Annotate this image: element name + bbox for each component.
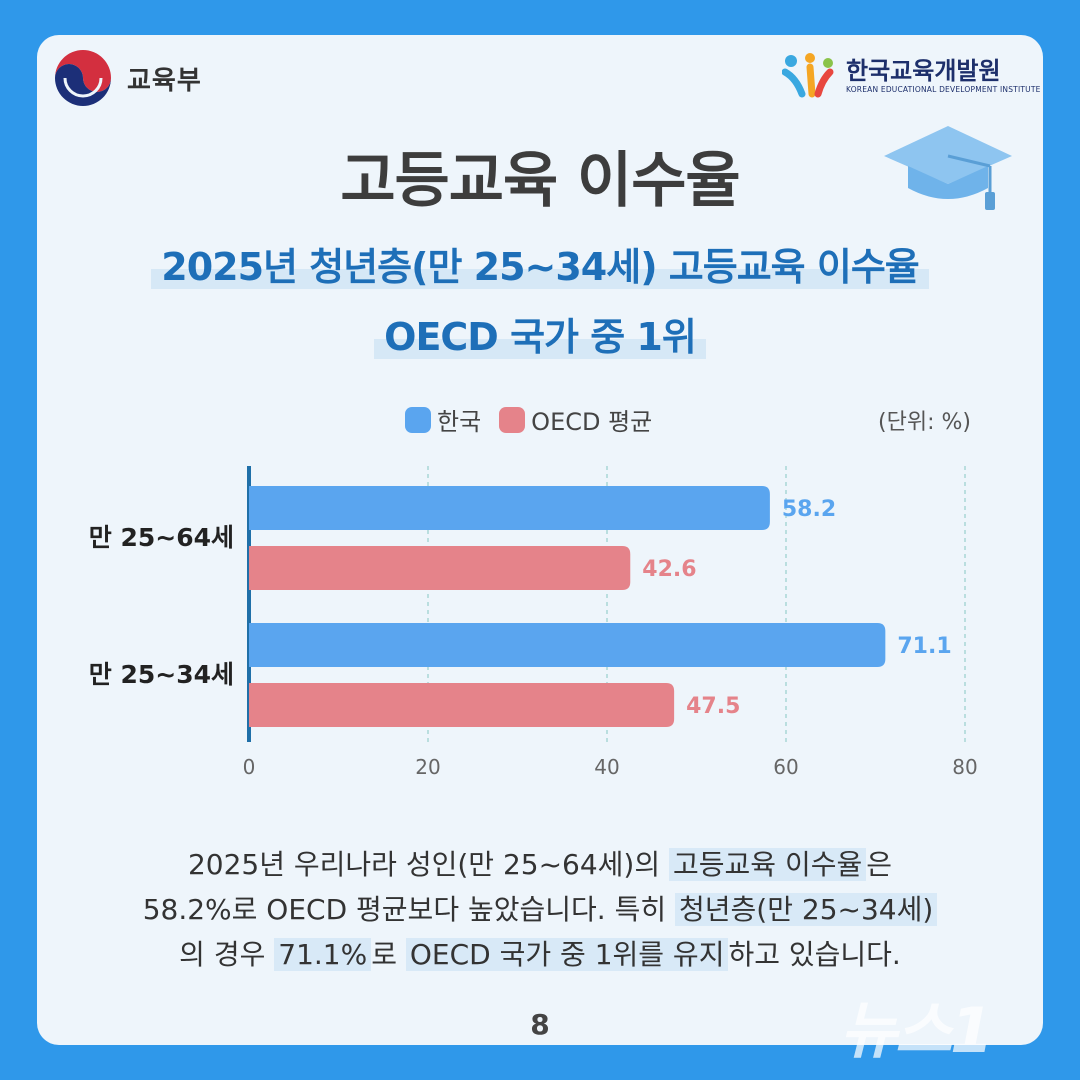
description-text: 2025년 우리나라 성인(만 25~64세)의 고등교육 이수율 은 58.2%… xyxy=(0,842,1080,977)
unit-label: (단위: %) xyxy=(878,410,971,435)
kedi-name: 한국교육개발원 xyxy=(846,56,1001,85)
kedi-logo: 한국교육개발원 KOREAN EDUCATIONAL DEVELOPMENT I… xyxy=(782,50,1041,100)
x-tick-label: 0 xyxy=(243,755,256,779)
data-label: 47.5 xyxy=(686,694,740,719)
kedi-mark-icon xyxy=(782,53,834,98)
kedi-english-name: KOREAN EDUCATIONAL DEVELOPMENT INSTITUTE xyxy=(846,84,1041,94)
chart-legend: 한국 OECD 평균 xyxy=(405,402,670,437)
legend-label-oecd: OECD 평균 xyxy=(531,408,653,436)
legend-item-korea: 한국 xyxy=(405,402,481,437)
bar xyxy=(249,546,631,590)
bar xyxy=(249,683,675,727)
taegeuk-emblem-icon xyxy=(54,49,112,107)
news1-watermark: 뉴스1 xyxy=(840,994,993,1067)
x-tick-label: 80 xyxy=(952,755,977,779)
subtitle-line-1: 2025년 청년층(만 25~34세) 고등교육 이수율 xyxy=(0,236,1080,291)
content-card xyxy=(37,35,1043,1045)
category-label: 만 25~64세 xyxy=(89,523,234,552)
bar xyxy=(249,486,770,530)
graduation-cap-icon xyxy=(884,126,1012,210)
x-tick-label: 60 xyxy=(773,755,798,779)
legend-swatch-oecd xyxy=(499,406,526,433)
ministry-name: 교육부 xyxy=(127,65,202,96)
page-title: 고등교육 이수율 xyxy=(340,146,740,216)
data-label: 71.1 xyxy=(897,634,951,659)
data-label: 42.6 xyxy=(642,557,696,582)
x-tick-label: 40 xyxy=(594,755,619,779)
subtitle-line-2: OECD 국가 중 1위 xyxy=(0,306,1080,361)
bar xyxy=(249,623,886,667)
page-number: 8 xyxy=(530,1008,550,1041)
x-tick-label: 20 xyxy=(415,755,440,779)
data-label: 58.2 xyxy=(782,497,836,522)
ministry-logo: 교육부 xyxy=(53,48,202,108)
legend-swatch-korea xyxy=(405,406,431,433)
legend-item-oecd: OECD 평균 xyxy=(499,402,652,437)
category-label: 만 25~34세 xyxy=(89,660,234,689)
legend-label-korea: 한국 xyxy=(437,408,482,436)
